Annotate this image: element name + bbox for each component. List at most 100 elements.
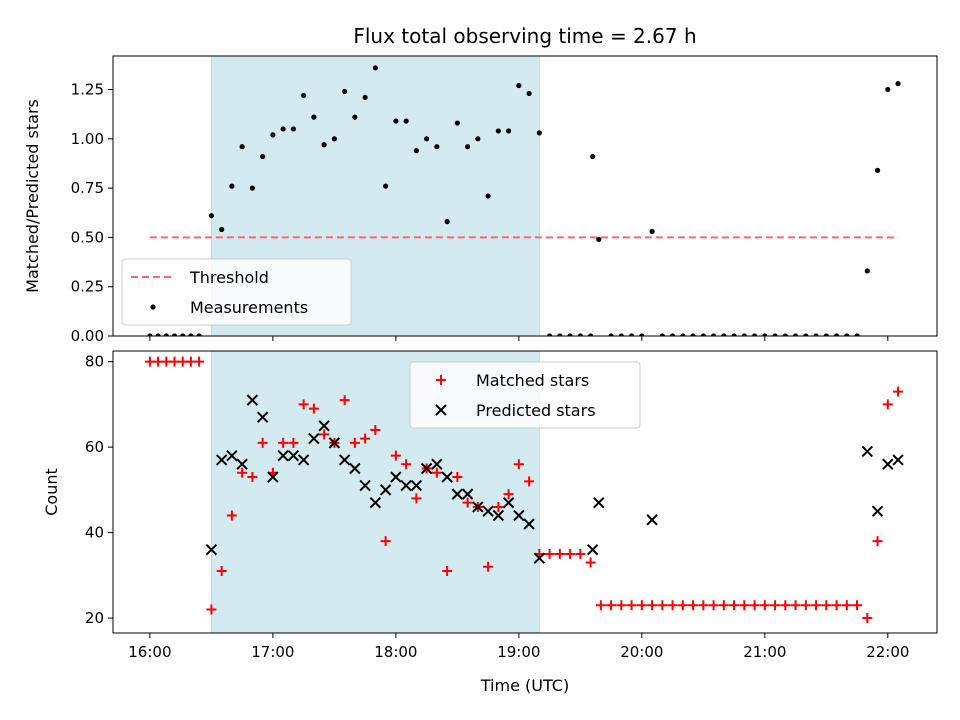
predicted-stars-point: [359, 479, 371, 492]
measurement-point: [577, 333, 583, 336]
measurement-point: [803, 333, 809, 336]
measurement-point: [557, 333, 563, 336]
y-tick-label: 0.00: [71, 327, 104, 345]
matched-stars-point: [739, 600, 750, 611]
y-tick-label: 40: [85, 524, 104, 542]
y-tick-label: 0.75: [71, 179, 104, 197]
predicted-stars-point: [420, 462, 433, 475]
measurement-point: [444, 219, 450, 225]
measurement-point: [270, 132, 276, 138]
matched-stars-point: [657, 600, 668, 611]
y-tick-label: 80: [85, 353, 104, 371]
measurement-point: [249, 185, 255, 191]
predicted-stars-point: [379, 484, 392, 496]
predicted-stars-point: [882, 458, 894, 470]
measurement-point: [239, 144, 245, 150]
predicted-stars-point: [482, 505, 494, 517]
measurement-point: [546, 333, 553, 336]
measurement-point: [196, 333, 202, 336]
y-tick-label: 0.25: [71, 278, 104, 296]
legend-matched-label: Matched stars: [476, 371, 589, 390]
matched-stars-point: [831, 600, 842, 611]
measurement-point: [413, 148, 419, 154]
legend-box: [409, 361, 641, 429]
matched-stars-point: [194, 356, 205, 367]
measurement-point: [772, 333, 778, 336]
y-axis-label: Matched/Predicted stars: [23, 99, 42, 293]
predicted-stars-point: [646, 514, 658, 526]
measurement-point: [833, 333, 840, 336]
matched-stars-point: [688, 600, 699, 611]
matched-stars-point: [770, 600, 781, 611]
y-axis-label: Count: [42, 468, 61, 516]
measurement-point: [331, 136, 337, 142]
matched-stars-point: [411, 493, 422, 504]
y-tick-label: 20: [85, 609, 104, 627]
y-tick-label: 1.00: [71, 130, 104, 148]
matched-stars-point: [718, 600, 729, 611]
matched-stars-point: [698, 600, 709, 611]
measurement-point: [741, 333, 747, 336]
measurement-point: [495, 128, 501, 134]
measurement-point: [393, 118, 399, 124]
matched-stars-point: [524, 476, 535, 487]
measurement-point: [506, 128, 512, 134]
measurement-point: [854, 333, 860, 336]
measurement-point: [475, 136, 481, 142]
measurement-point: [639, 333, 645, 336]
measurement-point: [188, 333, 194, 336]
matched-stars-point: [216, 566, 227, 577]
matched-stars-point: [483, 561, 494, 572]
predicted-stars-point: [205, 543, 218, 556]
matched-stars-point: [616, 600, 627, 611]
matched-stars-point: [749, 600, 760, 611]
matched-stars-point: [452, 472, 463, 483]
measurement-point: [465, 144, 471, 150]
measurement-point: [762, 333, 768, 336]
measurement-point: [608, 333, 614, 336]
predicted-stars-point: [236, 458, 248, 470]
matched-stars-point: [308, 403, 319, 414]
matched-stars-point: [882, 399, 893, 410]
matched-stars-point: [667, 600, 678, 611]
legend-threshold-label: Threshold: [189, 268, 269, 287]
matched-stars-point: [390, 450, 401, 461]
matched-stars-point: [872, 536, 883, 547]
measurement-point: [352, 114, 358, 120]
matched-stars-point: [319, 429, 330, 440]
axes-frame: [112, 55, 938, 337]
measurement-point: [180, 333, 186, 336]
predicted-stars-point: [308, 432, 320, 445]
matched-stars-point: [575, 548, 586, 559]
measurement-point: [163, 333, 169, 336]
matched-stars-point: [431, 467, 442, 478]
measurement-point: [321, 142, 327, 148]
matched-stars-point: [708, 600, 719, 611]
matched-stars-point: [759, 600, 770, 611]
matched-stars-point: [278, 437, 289, 448]
matched-stars-point: [442, 566, 453, 577]
predicted-stars-point: [349, 462, 361, 475]
matched-stars-point: [606, 600, 617, 611]
legend: Threshold Measurements: [121, 258, 352, 326]
measurement-point: [383, 183, 389, 189]
measurement-point: [567, 333, 573, 336]
measurement-point: [690, 333, 696, 336]
measurement-point: [680, 333, 686, 336]
predicted-stars-point: [472, 501, 484, 513]
measurement-point: [155, 333, 161, 336]
measurement-point: [536, 130, 542, 136]
matched-stars-point: [401, 459, 412, 470]
predicted-stars-point: [338, 454, 351, 466]
predicted-stars-point: [256, 411, 269, 423]
legend-predicted-label: Predicted stars: [476, 401, 596, 420]
predicted-stars-point: [461, 488, 474, 500]
x-tick-label: 21:00: [743, 643, 786, 661]
x-tick-label: 17:00: [251, 643, 294, 661]
measurement-point: [171, 333, 178, 336]
matched-stars-point: [862, 613, 873, 624]
predicted-stars-point: [502, 496, 515, 509]
predicted-stars-point: [410, 479, 423, 492]
legend: Matched stars Predicted stars: [409, 361, 641, 429]
measurement-point: [587, 333, 594, 336]
